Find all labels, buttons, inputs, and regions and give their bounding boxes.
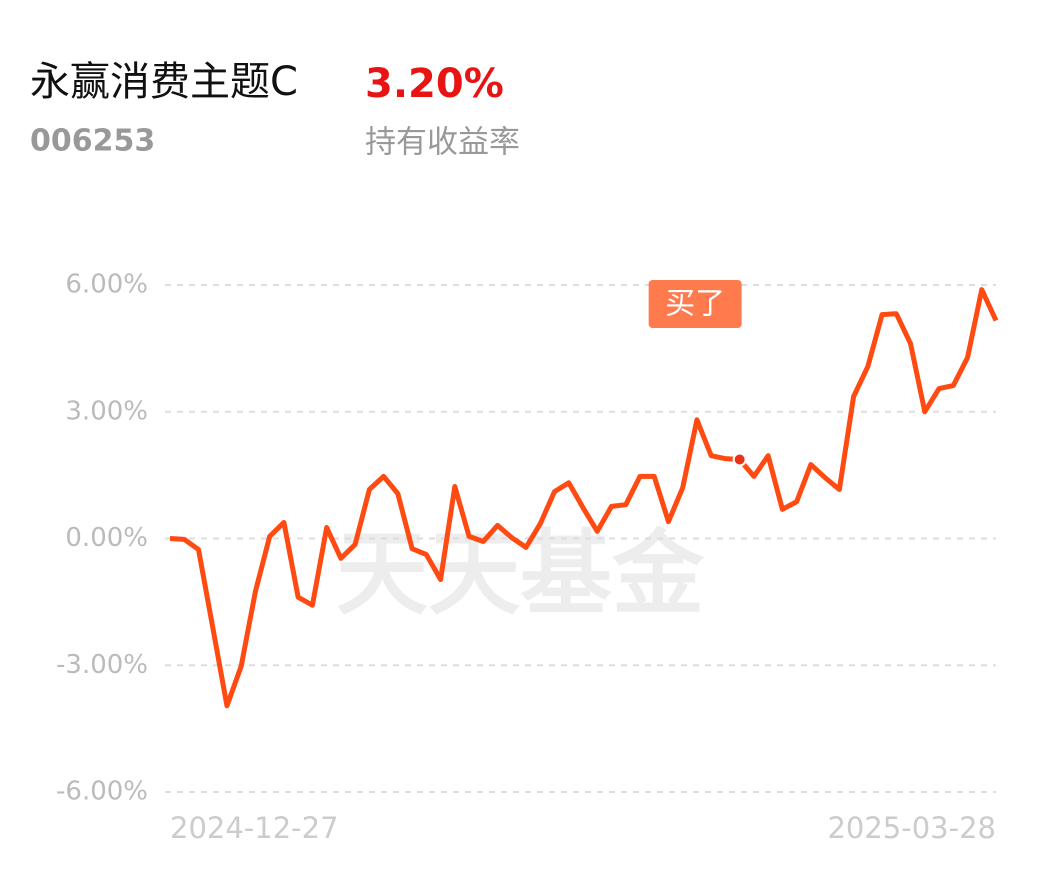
y-tick-label: 3.00%: [65, 396, 148, 426]
buy-point: [732, 452, 747, 467]
buy-tag-label: 买了: [665, 287, 725, 322]
watermark: 天天基金: [336, 520, 705, 627]
fund-return: 3.20%: [365, 61, 504, 107]
fund-name: 永赢消费主题C: [30, 59, 298, 105]
x-tick-label: 2024-12-27: [170, 811, 339, 845]
y-tick-label: -6.00%: [56, 777, 148, 807]
return-line: [169, 287, 999, 709]
y-tick-label: -3.00%: [56, 650, 148, 680]
fund-code: 006253: [30, 124, 155, 159]
y-tick-label: 0.00%: [65, 523, 148, 553]
buy-tag: [648, 280, 742, 328]
return-label: 持有收益率: [365, 125, 520, 161]
y-tick-label: 6.00%: [65, 270, 148, 300]
x-tick-label: 2025-03-28: [827, 811, 996, 845]
